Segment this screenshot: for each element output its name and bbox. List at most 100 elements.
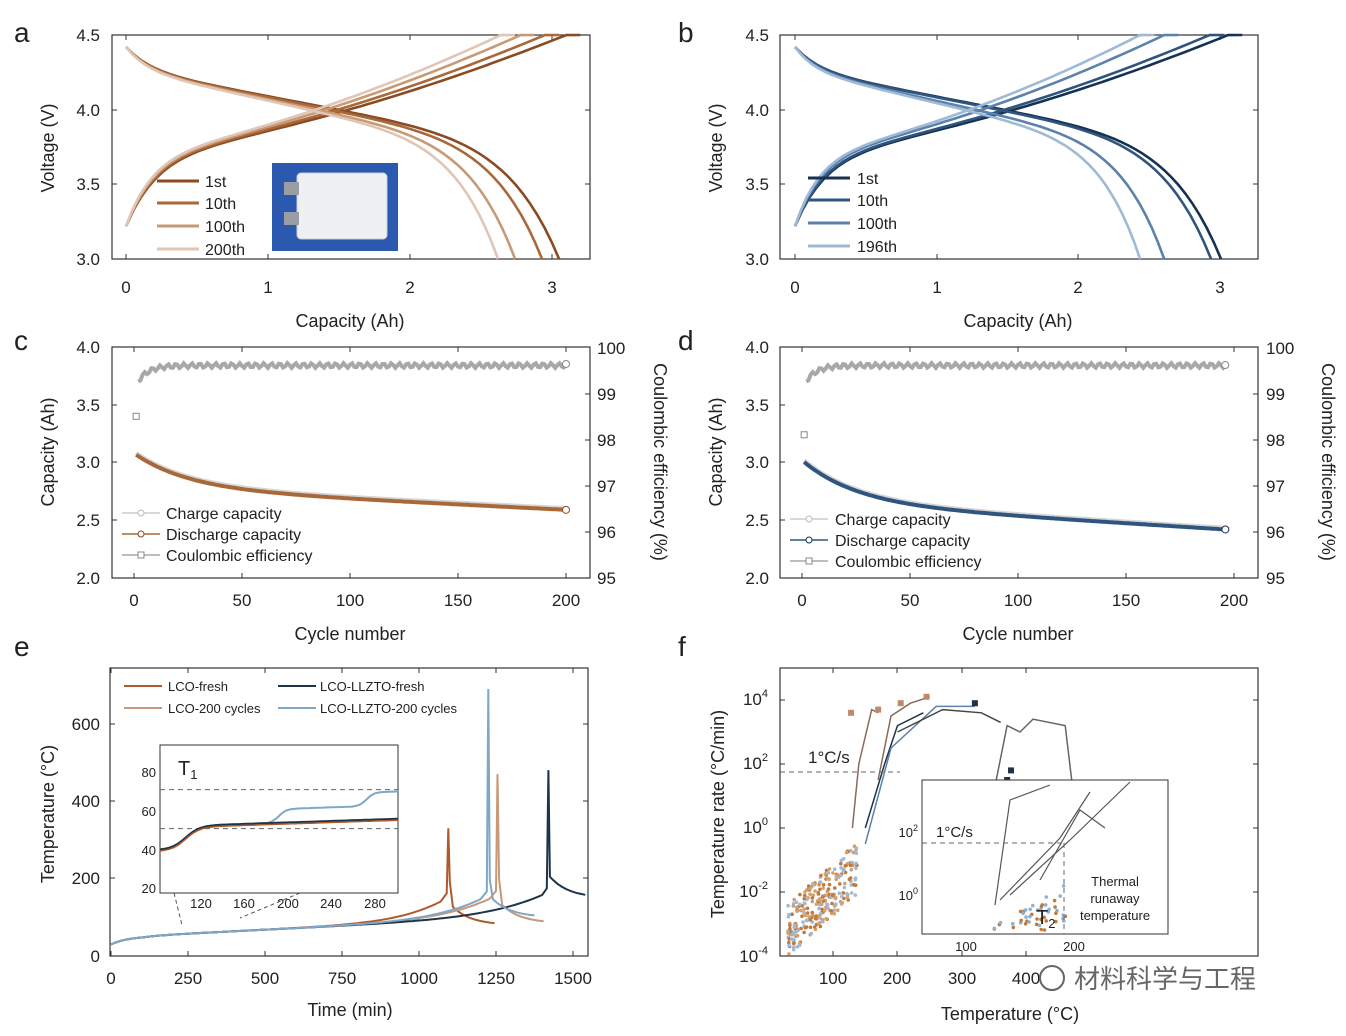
inset-f-data — [992, 781, 1131, 932]
f-inset-point-66 — [1038, 907, 1043, 912]
a-curves-charge-3 — [124, 33, 516, 227]
f-point-54 — [832, 867, 837, 871]
inset-e-curves — [159, 789, 399, 852]
plot-frame-f — [779, 667, 1259, 957]
plot-frame-e — [109, 667, 589, 957]
f-point-226 — [831, 893, 835, 897]
f-point-222 — [786, 903, 790, 908]
legend-c-marker-charge — [137, 509, 145, 517]
f-point-213 — [850, 860, 854, 865]
f-inset-point-62 — [992, 926, 997, 931]
f-point-108 — [845, 891, 849, 896]
f-point-133 — [808, 925, 813, 930]
f-point-29 — [834, 877, 838, 882]
xtick-a-2: 2 — [405, 278, 414, 297]
d-data-coulombic-efficiency — [805, 360, 1227, 384]
a-curves-charge-0 — [124, 33, 581, 227]
ylabel-f: Temperature rate (°C/min) — [708, 710, 728, 918]
inset-e-xtick-0: 120 — [190, 896, 212, 911]
d-data-ce-last-point — [1221, 361, 1230, 370]
ticks-b — [780, 34, 1258, 260]
xlabel-b: Capacity (Ah) — [963, 311, 1072, 331]
f-inset-point-34 — [1037, 923, 1042, 928]
legend-d-charge: Charge capacity — [835, 512, 951, 529]
panel-c: 2.0 2.5 3.0 3.5 4.0 95 96 97 98 99 100 0… — [38, 338, 670, 644]
f-point-123 — [810, 920, 815, 924]
f-point-220 — [813, 925, 817, 929]
f-point-178 — [787, 940, 791, 945]
f-inset-point-119 — [1054, 911, 1058, 915]
f-point-230 — [832, 911, 837, 916]
y2tick-c-3: 98 — [597, 431, 616, 450]
f-point-182 — [823, 872, 828, 876]
series-d — [800, 360, 1230, 534]
inset-f-ytick-1: 100 — [899, 886, 918, 903]
f-curve-2 — [864, 712, 924, 829]
xtick-d-3: 150 — [1112, 591, 1140, 610]
xtick-a-3: 3 — [547, 278, 556, 297]
inset-e-title: T1 — [178, 758, 197, 782]
inset-f-xtick-0: 100 — [955, 939, 977, 954]
legend-b-1st: 1st — [857, 171, 879, 188]
ytick-d-1: 2.5 — [745, 511, 769, 530]
panel-f: 104 102 100 10-2 10-4 100 200 300 400 Te… — [708, 667, 1259, 1024]
f-inset-point-94 — [1061, 913, 1066, 917]
f-marker-2 — [897, 700, 904, 707]
legend-d-ce: Coulombic efficiency — [835, 554, 981, 571]
e-series-3 — [110, 688, 535, 946]
ytick-c-3: 3.5 — [76, 396, 100, 415]
f-point-252 — [853, 893, 858, 897]
ytick-f-4: 10-4 — [739, 945, 768, 966]
ticks-f — [780, 668, 1258, 957]
panel-label-d: d — [678, 325, 694, 356]
f-point-155 — [824, 916, 828, 921]
inset-e-ytick-3: 80 — [142, 765, 156, 780]
pouch-cell-tab-bottom — [284, 212, 299, 225]
a-curves-charge-2 — [124, 33, 536, 227]
f-point-203 — [786, 931, 790, 935]
f-point-131 — [827, 867, 832, 871]
legend-d-discharge: Discharge capacity — [835, 533, 970, 550]
ylabel-e: Temperature (°C) — [38, 745, 58, 883]
y2label-c: Coulombic efficiency (%) — [650, 363, 670, 561]
f-inset-point-32 — [1061, 884, 1066, 888]
inset-f-marker: T2 — [1036, 907, 1055, 931]
xtick-f-0: 100 — [819, 969, 847, 988]
xtick-f-2: 300 — [948, 969, 976, 988]
f-point-149 — [817, 921, 821, 926]
f-point-42 — [801, 920, 805, 924]
ytick-a-1: 3.5 — [76, 175, 100, 194]
f-point-100 — [800, 914, 804, 918]
ytick-d-2: 3.0 — [745, 453, 769, 472]
f-point-94 — [821, 899, 826, 903]
f-curve-4 — [897, 708, 1002, 733]
y2tick-d-2: 97 — [1266, 477, 1285, 496]
f-point-191 — [811, 893, 815, 897]
f-point-234 — [802, 910, 806, 915]
f-inset-point-49 — [1034, 922, 1039, 927]
ytick-e-0: 0 — [91, 947, 100, 966]
f-point-257 — [825, 876, 830, 881]
a-curves-charge-1 — [124, 33, 560, 227]
f-point-249 — [842, 885, 847, 890]
f-inset-point-83 — [1044, 919, 1048, 923]
f-point-198 — [841, 868, 845, 873]
pouch-cell-body — [296, 172, 388, 240]
f-point-223 — [830, 901, 834, 906]
legend-e: LCO-fresh LCO-200 cycles LCO-LLZTO-fresh… — [124, 679, 458, 716]
ytick-b-0: 3.0 — [745, 250, 769, 269]
ytick-f-0: 104 — [743, 688, 768, 709]
f-point-171 — [826, 870, 831, 875]
f-curve-1 — [877, 696, 931, 781]
inset-f-ytick-0: 102 — [899, 823, 918, 840]
y2tick-c-2: 97 — [597, 477, 616, 496]
f-point-246 — [854, 846, 859, 851]
f-inset-point-69 — [1018, 909, 1023, 914]
xlabel-f: Temperature (°C) — [941, 1004, 1079, 1024]
f-point-109 — [810, 910, 815, 915]
f-point-126 — [849, 848, 853, 853]
f-point-247 — [802, 930, 806, 935]
panel-label-f: f — [678, 631, 686, 662]
f-point-161 — [820, 918, 825, 922]
b-curves-discharge-3 — [793, 46, 1142, 260]
